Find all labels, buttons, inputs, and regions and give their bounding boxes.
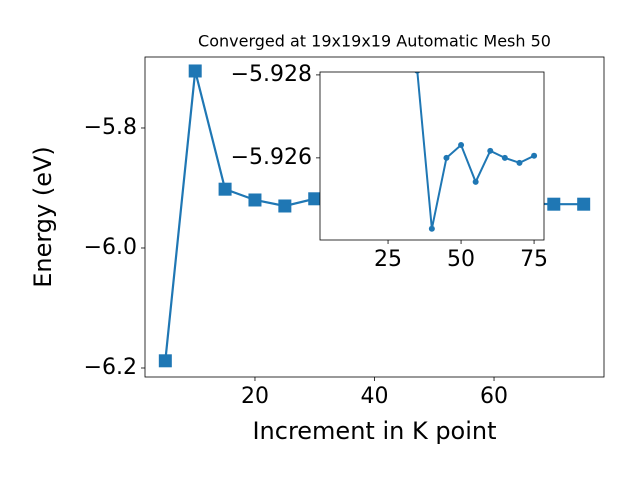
marker (547, 197, 561, 211)
x-tick-label: 50 (447, 247, 475, 272)
frame (319, 71, 545, 241)
x-tick-label: 40 (361, 384, 389, 409)
y-tick-label: −5.928 (231, 62, 312, 87)
x-tick-label: 60 (480, 384, 508, 409)
x-tick-label: 20 (241, 384, 269, 409)
marker (472, 178, 479, 185)
marker (577, 197, 591, 211)
y-axis-label: Energy (eV) (29, 146, 57, 288)
x-axis-label: Increment in K point (252, 417, 496, 445)
marker (308, 192, 322, 206)
marker (501, 154, 508, 161)
marker (428, 225, 435, 232)
plot-1: 25 50 75 −5.928 −5.926 (231, 62, 548, 272)
marker (218, 182, 232, 196)
marker (158, 354, 172, 368)
marker (248, 193, 262, 207)
data-layer (414, 72, 538, 232)
marker (443, 154, 450, 161)
y-tick-label: −6.0 (84, 235, 137, 260)
marker (516, 159, 523, 166)
y-tick-label: −5.926 (231, 145, 312, 170)
marker (278, 199, 292, 213)
x-tick-label: 75 (520, 247, 548, 272)
y-tick-label: −5.8 (84, 115, 137, 140)
y-tick-label: −6.2 (84, 355, 137, 380)
marker (531, 152, 538, 159)
marker (487, 147, 494, 154)
chart-title: Converged at 19x19x19 Automatic Mesh 50 (198, 32, 551, 51)
marker (414, 72, 420, 74)
marker (188, 64, 202, 78)
marker (458, 142, 465, 149)
x-tick-label: 25 (374, 247, 402, 272)
plot-area (320, 72, 544, 240)
